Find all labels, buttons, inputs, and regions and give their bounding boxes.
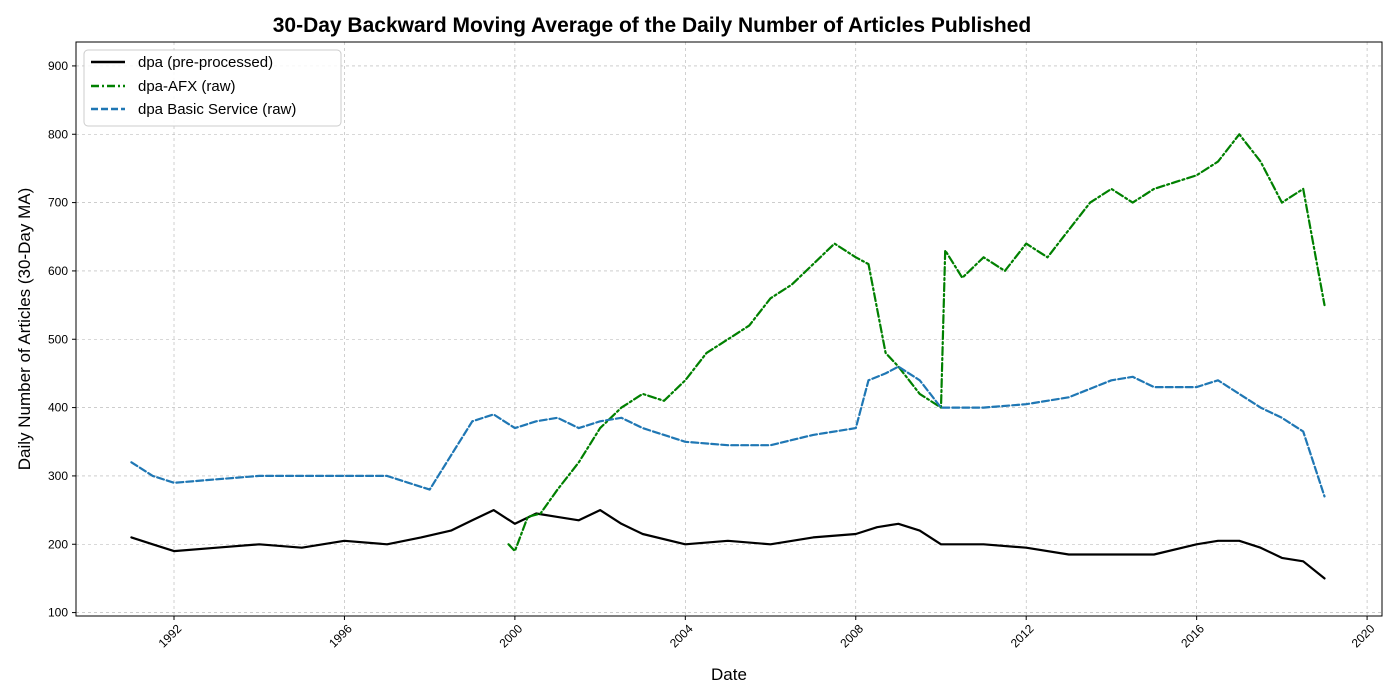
y-tick-label: 900 bbox=[48, 59, 68, 73]
y-tick-label: 100 bbox=[48, 606, 68, 620]
chart-title: 30-Day Backward Moving Average of the Da… bbox=[273, 14, 1032, 37]
y-tick-label: 600 bbox=[48, 264, 68, 278]
y-axis-label: Daily Number of Articles (30-Day MA) bbox=[15, 188, 34, 470]
y-tick-label: 200 bbox=[48, 537, 68, 551]
y-tick-label: 400 bbox=[48, 401, 68, 415]
legend-label-dpa-afx: dpa-AFX (raw) bbox=[138, 78, 236, 95]
plot-frame bbox=[75, 41, 1383, 617]
series-line-1 bbox=[507, 133, 1326, 553]
legend-box bbox=[83, 49, 342, 127]
y-tick-label: 500 bbox=[48, 332, 68, 346]
y-tick-label: 300 bbox=[48, 469, 68, 483]
y-tick-label: 800 bbox=[48, 127, 68, 141]
x-axis-label: Date bbox=[711, 665, 747, 684]
series-line-2 bbox=[130, 365, 1326, 498]
legend: dpa (pre-processed) dpa-AFX (raw) dpa Ba… bbox=[83, 49, 342, 127]
legend-label-dpa-preprocessed: dpa (pre-processed) bbox=[138, 54, 273, 71]
series-line-0 bbox=[130, 509, 1326, 580]
series-layer bbox=[130, 133, 1326, 580]
legend-label-dpa-basic: dpa Basic Service (raw) bbox=[138, 101, 296, 118]
y-tick-label: 700 bbox=[48, 196, 68, 210]
